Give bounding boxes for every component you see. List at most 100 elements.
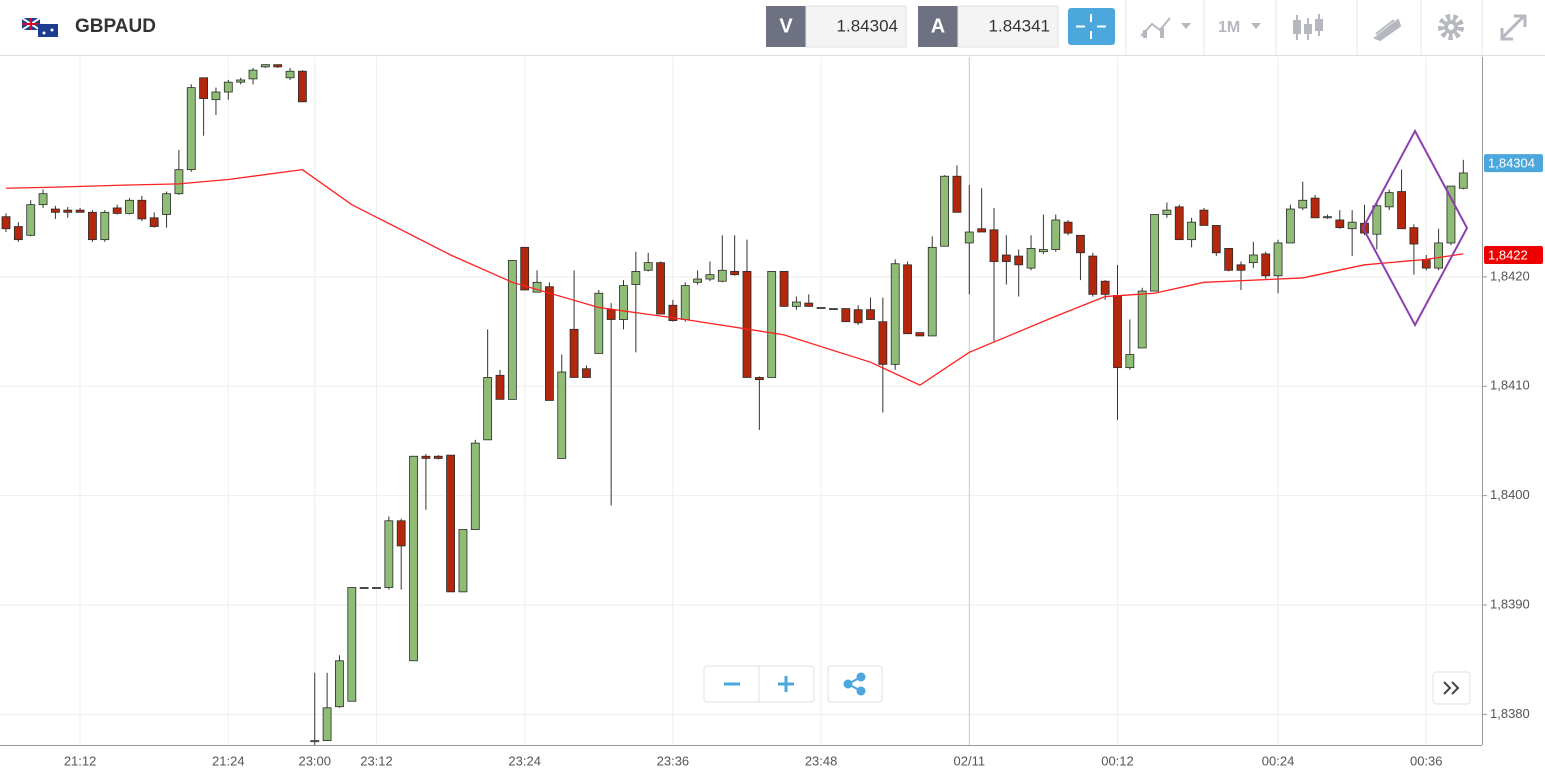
- zoom-in[interactable]: [778, 676, 794, 692]
- candle-body: [1397, 191, 1406, 230]
- candle-body: [458, 529, 468, 593]
- candle-body: [792, 301, 801, 307]
- share-button[interactable]: [827, 665, 883, 703]
- price-label: 1,8422: [1488, 247, 1528, 262]
- settings-button[interactable]: [1438, 14, 1464, 40]
- ask-price: 1.84341: [989, 16, 1050, 35]
- candle-body: [125, 199, 134, 214]
- candle-body: [1298, 199, 1308, 209]
- candle-body: [433, 455, 443, 459]
- candle-body: [631, 270, 641, 285]
- ask-label: A: [931, 15, 945, 37]
- candle-body: [335, 660, 344, 708]
- candle-body: [1236, 264, 1246, 271]
- candle-body: [1174, 206, 1184, 241]
- candle-body: [619, 285, 628, 320]
- diamond-drawing: [1361, 128, 1469, 328]
- candle-body: [915, 332, 925, 337]
- candle-body: [1001, 254, 1011, 262]
- y-tick-label: 1,8410: [1490, 378, 1530, 393]
- candle-body: [1211, 225, 1221, 254]
- candle-body: [88, 211, 97, 241]
- ask-button[interactable]: [918, 6, 958, 47]
- candle-body: [1137, 290, 1147, 349]
- candle-body: [1347, 221, 1357, 230]
- x-tick-label: 23:24: [508, 753, 541, 768]
- candle-body: [977, 228, 987, 233]
- candle-body: [866, 309, 875, 320]
- x-tick-label: 00:24: [1262, 753, 1295, 768]
- candle-body: [1372, 205, 1382, 235]
- scroll-end-icon: [1443, 681, 1460, 695]
- x-tick-label: 23:36: [657, 753, 690, 768]
- candle-body: [1446, 185, 1456, 244]
- candle-body: [890, 263, 900, 365]
- price-label: 1,84304: [1488, 156, 1535, 171]
- candle-body: [297, 70, 307, 103]
- timeframe-button[interactable]: 1M: [1218, 19, 1240, 36]
- candle-body: [470, 442, 480, 530]
- candle-body: [137, 199, 147, 220]
- candle-body: [421, 455, 431, 459]
- candle-body: [964, 231, 974, 244]
- candle-body: [1434, 242, 1443, 269]
- y-tick-label: 1,8380: [1490, 706, 1530, 721]
- candle-body: [656, 262, 665, 315]
- ask-box[interactable]: [957, 5, 1059, 48]
- bid-button[interactable]: [766, 6, 806, 47]
- candle-body: [767, 270, 777, 378]
- candle-body: [396, 520, 406, 547]
- bid-box[interactable]: [805, 5, 907, 48]
- toolbar-dividers: [1125, 0, 1483, 55]
- candle-body: [1310, 197, 1320, 219]
- candle-body: [149, 217, 159, 227]
- candle-body: [26, 204, 36, 236]
- candle-body: [1, 216, 11, 230]
- candle-body: [1162, 209, 1172, 215]
- chart-type-button[interactable]: [1140, 17, 1191, 38]
- candle-body: [1150, 214, 1159, 292]
- scroll-end-button[interactable]: [1432, 671, 1471, 705]
- symbol: GBPAUD: [75, 16, 156, 37]
- bid-price: 1.84304: [837, 16, 898, 35]
- x-tick-label: 23:00: [298, 753, 331, 768]
- candle-body: [940, 175, 949, 247]
- candle-body: [1014, 255, 1024, 266]
- candle-body: [1458, 172, 1468, 189]
- candle-body: [1088, 255, 1098, 295]
- candle-body: [1051, 219, 1061, 250]
- candle-body: [409, 455, 418, 662]
- candle-body: [1199, 209, 1209, 226]
- candle-body: [1125, 354, 1135, 369]
- candle-body: [1323, 216, 1332, 219]
- y-tick-label: 1,8420: [1490, 268, 1530, 283]
- candle-body: [372, 587, 381, 589]
- candle-body: [1026, 248, 1036, 269]
- candle-body: [322, 707, 332, 742]
- candle-body: [199, 77, 209, 99]
- y-tick-label: 1,8400: [1490, 487, 1530, 502]
- draw-button[interactable]: [1373, 18, 1402, 42]
- bid-label: V: [779, 15, 793, 37]
- x-tick-label: 02/11: [954, 753, 986, 768]
- crosshair-button[interactable]: [1068, 8, 1115, 45]
- x-tick-label: 23:12: [360, 753, 393, 768]
- candle-body: [730, 270, 740, 276]
- candle-body: [668, 304, 678, 322]
- candle-body: [211, 91, 221, 101]
- candle-body: [1076, 234, 1085, 254]
- crosshair-icon: [1076, 14, 1106, 39]
- candle-body: [520, 246, 530, 291]
- fullscreen-button[interactable]: [1500, 14, 1527, 41]
- candle-body: [742, 270, 752, 378]
- timeframe-caret: [1251, 23, 1261, 29]
- candles-button[interactable]: [1293, 14, 1323, 40]
- share-icon: [843, 672, 866, 696]
- candle-body: [1039, 249, 1048, 253]
- candle-body: [545, 286, 554, 401]
- candle-body: [680, 285, 690, 320]
- candle-body: [582, 368, 591, 378]
- x-tick-label: 21:12: [64, 753, 97, 768]
- candle-body: [853, 309, 863, 324]
- candle-body: [446, 454, 456, 593]
